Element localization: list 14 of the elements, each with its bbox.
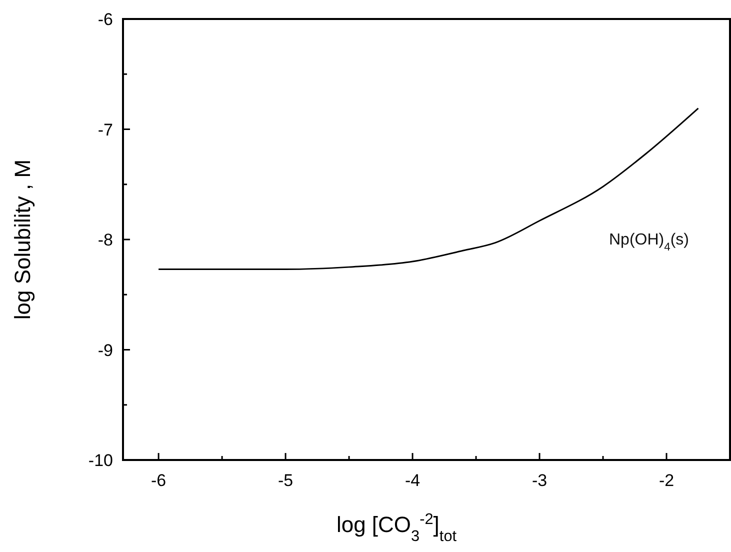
x-tick-label: -2 bbox=[658, 471, 674, 490]
line-series bbox=[158, 108, 700, 270]
y-tick-label: -9 bbox=[98, 340, 113, 360]
x-tick-label: -6 bbox=[150, 471, 166, 490]
x-tick-label: -4 bbox=[404, 471, 420, 490]
y-tick-label: -8 bbox=[98, 230, 113, 250]
y-axis-title: log Solubility , M bbox=[10, 159, 35, 320]
y-tick-label: -6 bbox=[98, 10, 113, 29]
text: Np(OH)$_{4}$(s) bbox=[609, 232, 690, 254]
x-tick-label: -5 bbox=[278, 471, 294, 490]
y-tick-label: -10 bbox=[88, 451, 113, 470]
y-tick-label: -7 bbox=[98, 120, 113, 140]
x-axis-title: log [CO$_{3}$$^{-2}$]$_{tot}$ bbox=[336, 510, 458, 544]
x-tick-label: -3 bbox=[532, 471, 548, 490]
